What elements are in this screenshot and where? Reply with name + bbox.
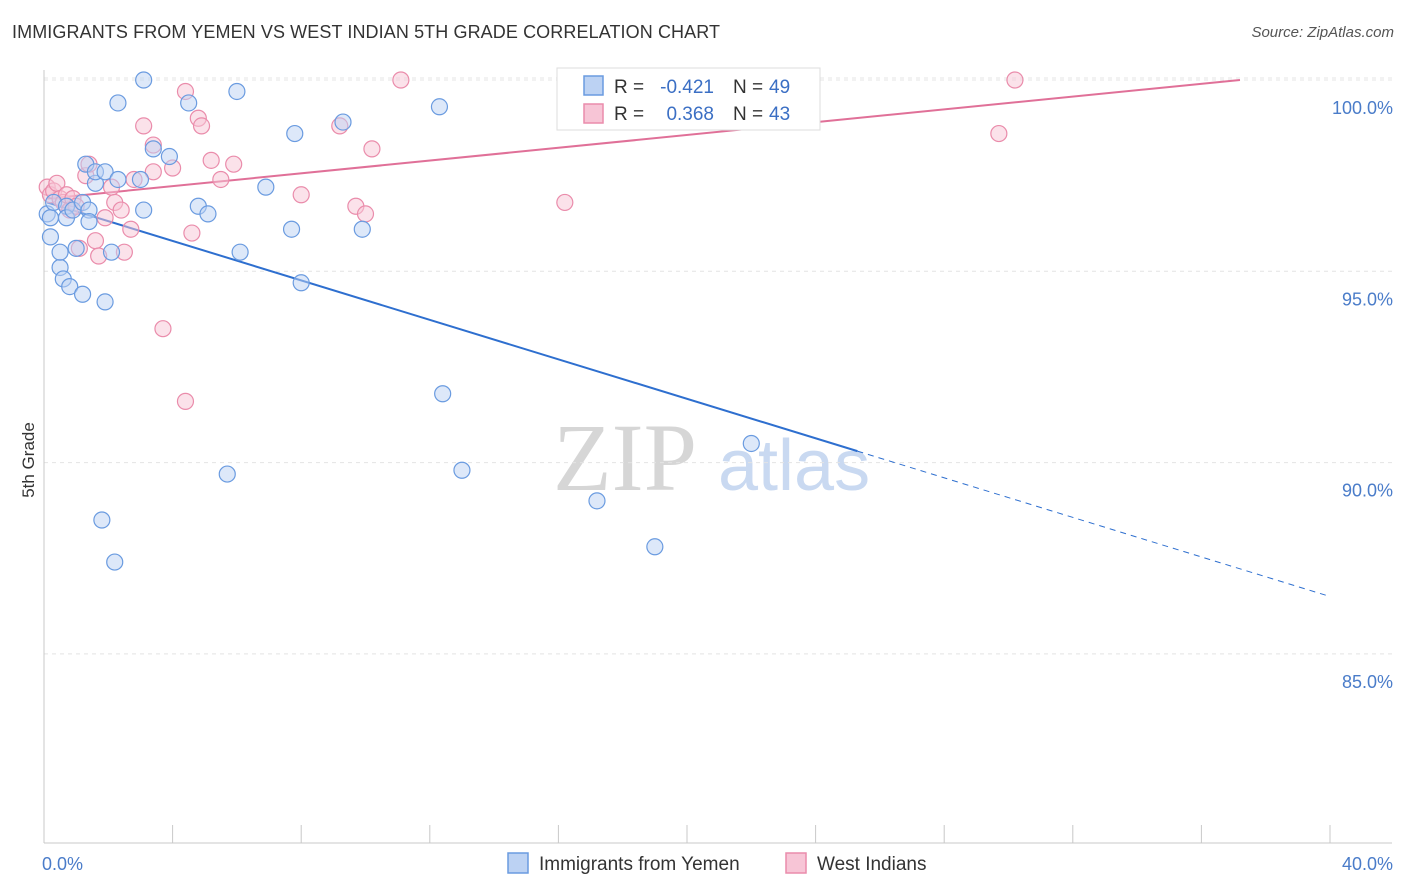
west-indians-point-20 xyxy=(122,220,140,238)
yemen-point-28 xyxy=(135,71,153,89)
stats-legend: R = -0.421 N = 49 R = 0.368 N = 43 xyxy=(556,67,821,131)
x-tick-labels: 0.0% 40.0% xyxy=(42,854,1393,874)
bottom-legend-label-yemen: Immigrants from Yemen xyxy=(539,854,740,875)
yemen-point-26 xyxy=(131,170,150,189)
yemen-point-45 xyxy=(453,461,471,479)
watermark-atlas: atlas xyxy=(718,426,870,506)
yemen-point-5 xyxy=(51,243,69,261)
yemen-point-48 xyxy=(742,434,760,453)
yemen-point-44 xyxy=(434,385,452,403)
yemen-point-47 xyxy=(646,538,664,556)
trend-lines xyxy=(46,79,1331,597)
legend-swatch-yemen xyxy=(583,75,604,96)
yemen-point-1 xyxy=(41,228,60,246)
west-indians-points xyxy=(38,71,1024,410)
y-tick-label-90: 90.0% xyxy=(1342,481,1393,501)
legend-n-value-west-indians: 43 xyxy=(769,104,790,125)
west-indians-point-15 xyxy=(96,209,114,227)
west-indians-point-39 xyxy=(363,140,381,158)
x-tick-label-min: 0.0% xyxy=(42,854,83,874)
yemen-point-46 xyxy=(588,492,606,510)
yemen-point-30 xyxy=(160,147,178,166)
yemen-point-23 xyxy=(109,170,127,189)
yemen-point-37 xyxy=(257,178,275,196)
bottom-legend-swatch-yemen xyxy=(507,852,529,874)
yemen-point-24 xyxy=(93,511,111,529)
west-indians-point-35 xyxy=(292,186,310,204)
west-indians-point-40 xyxy=(392,71,410,89)
west-indians-point-41 xyxy=(556,193,574,212)
legend-r-label-yemen: R = xyxy=(614,77,644,98)
yemen-point-36 xyxy=(231,243,249,261)
yemen-point-42 xyxy=(353,220,371,238)
yemen-point-21 xyxy=(102,243,121,261)
legend-n-label-west-indians: N = xyxy=(733,104,763,125)
trend-line-yemen xyxy=(46,201,858,453)
bottom-legend-label-west-indians: West Indians xyxy=(817,854,926,875)
west-indians-point-29 xyxy=(183,224,201,242)
yemen-point-27 xyxy=(135,201,153,219)
legend-n-value-yemen: 49 xyxy=(769,77,790,98)
west-indians-point-32 xyxy=(202,151,220,169)
watermark: ZIP atlas xyxy=(553,404,870,511)
source-label: Source: ZipAtlas.com xyxy=(1251,24,1394,41)
legend-n-label-yemen: N = xyxy=(733,77,763,98)
west-indians-point-33 xyxy=(212,170,230,189)
west-indians-point-18 xyxy=(112,201,130,219)
legend-r-value-west-indians: 0.368 xyxy=(666,104,714,125)
west-indians-point-24 xyxy=(144,163,162,181)
y-tick-label-100: 100.0% xyxy=(1332,98,1393,118)
yemen-point-38 xyxy=(282,220,301,238)
yemen-point-31 xyxy=(180,94,198,112)
x-tick-label-max: 40.0% xyxy=(1342,854,1393,874)
yemen-point-33 xyxy=(199,205,217,223)
yemen-point-2 xyxy=(41,209,60,227)
y-axis-title: 5th Grade xyxy=(19,422,38,498)
yemen-points xyxy=(38,71,760,571)
west-indians-point-13 xyxy=(86,232,105,250)
watermark-zip: ZIP xyxy=(553,404,697,511)
west-indians-point-31 xyxy=(192,117,211,135)
yemen-point-34 xyxy=(218,465,236,483)
trend-line-yemen-extension xyxy=(857,450,1331,597)
west-indians-point-27 xyxy=(176,392,195,410)
yemen-point-11 xyxy=(67,239,85,257)
yemen-point-13 xyxy=(73,285,92,303)
legend-r-label-west-indians: R = xyxy=(614,104,644,125)
yemen-point-25 xyxy=(106,553,124,571)
chart-title: IMMIGRANTS FROM YEMEN VS WEST INDIAN 5TH… xyxy=(12,22,721,42)
y-tick-labels: 85.0% 90.0% 95.0% 100.0% xyxy=(1332,98,1393,692)
bottom-legend-swatch-west-indians xyxy=(785,852,807,874)
west-indians-point-38 xyxy=(356,205,375,223)
yemen-point-29 xyxy=(144,140,162,158)
yemen-point-22 xyxy=(109,94,127,112)
yemen-point-41 xyxy=(334,113,352,131)
yemen-point-9 xyxy=(61,278,79,296)
west-indians-point-25 xyxy=(154,320,172,338)
yemen-point-39 xyxy=(286,124,304,143)
yemen-point-16 xyxy=(80,212,98,231)
legend-r-value-yemen: -0.421 xyxy=(660,77,714,98)
yemen-point-40 xyxy=(292,274,310,292)
west-indians-point-43 xyxy=(1006,71,1024,89)
west-indians-point-42 xyxy=(990,124,1008,143)
y-tick-label-95: 95.0% xyxy=(1342,289,1393,309)
grid xyxy=(44,77,1392,655)
yemen-point-35 xyxy=(228,82,246,101)
trend-line-west-indians xyxy=(47,79,1241,200)
yemen-point-20 xyxy=(96,163,114,181)
west-indians-point-22 xyxy=(135,117,153,135)
west-indians-point-34 xyxy=(225,155,243,173)
yemen-point-19 xyxy=(96,293,114,311)
yemen-point-43 xyxy=(430,98,449,116)
bottom-legend: Immigrants from Yemen West Indians xyxy=(507,852,926,875)
legend-swatch-west-indians xyxy=(583,103,604,124)
y-tick-label-85: 85.0% xyxy=(1342,672,1393,692)
